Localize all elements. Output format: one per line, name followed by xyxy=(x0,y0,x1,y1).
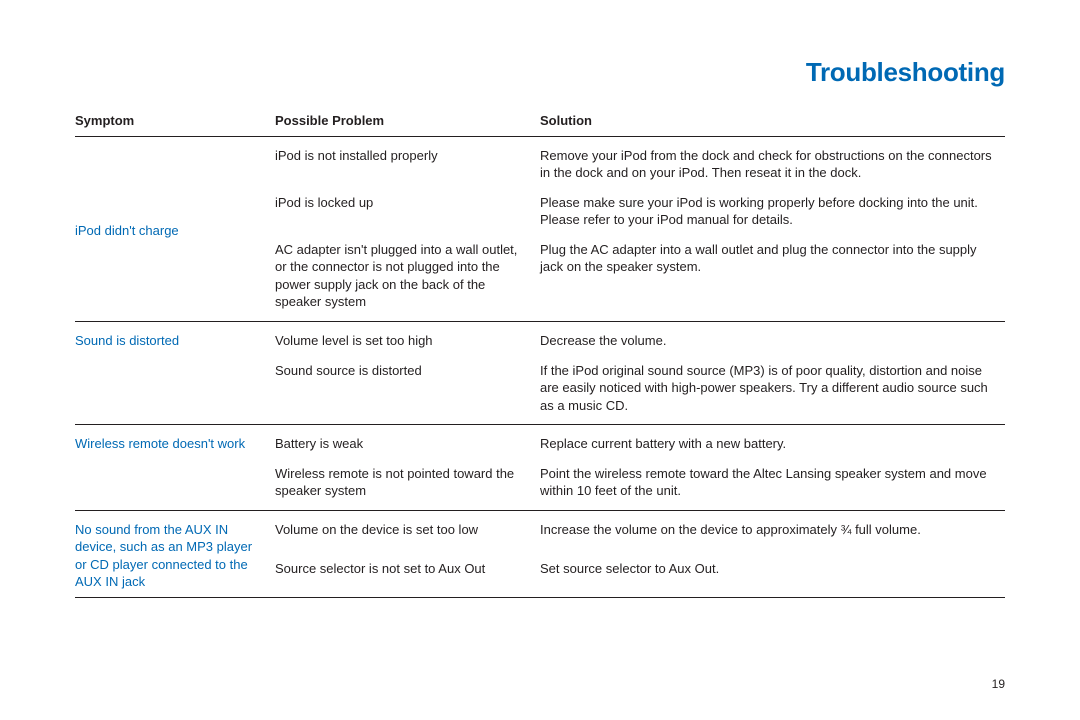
table-row: iPod didn't chargeiPod is not installed … xyxy=(75,136,1005,188)
solution-cell: Please make sure your iPod is working pr… xyxy=(540,188,1005,235)
col-header-solution: Solution xyxy=(540,112,1005,136)
table-row: Sound is distortedVolume level is set to… xyxy=(75,322,1005,356)
table-body: iPod didn't chargeiPod is not installed … xyxy=(75,136,1005,597)
table-row: Wireless remote doesn't workBattery is w… xyxy=(75,425,1005,459)
solution-cell: If the iPod original sound source (MP3) … xyxy=(540,356,1005,425)
solution-cell: Plug the AC adapter into a wall outlet a… xyxy=(540,235,1005,322)
solution-cell: Remove your iPod from the dock and check… xyxy=(540,136,1005,188)
symptom-cell: iPod didn't charge xyxy=(75,136,275,321)
solution-cell: Decrease the volume. xyxy=(540,322,1005,356)
table-row: No sound from the AUX IN device, such as… xyxy=(75,510,1005,554)
symptom-cell: Wireless remote doesn't work xyxy=(75,425,275,511)
solution-cell: Point the wireless remote toward the Alt… xyxy=(540,459,1005,511)
problem-cell: Sound source is distorted xyxy=(275,356,540,425)
problem-cell: Battery is weak xyxy=(275,425,540,459)
solution-cell: Set source selector to Aux Out. xyxy=(540,554,1005,598)
symptom-cell: Sound is distorted xyxy=(75,322,275,425)
problem-cell: AC adapter isn't plugged into a wall out… xyxy=(275,235,540,322)
table-header-row: Symptom Possible Problem Solution xyxy=(75,112,1005,136)
problem-cell: Volume level is set too high xyxy=(275,322,540,356)
problem-cell: Wireless remote is not pointed toward th… xyxy=(275,459,540,511)
problem-cell: iPod is locked up xyxy=(275,188,540,235)
solution-cell: Increase the volume on the device to app… xyxy=(540,510,1005,554)
problem-cell: Source selector is not set to Aux Out xyxy=(275,554,540,598)
troubleshooting-table: Symptom Possible Problem Solution iPod d… xyxy=(75,112,1005,598)
symptom-cell: No sound from the AUX IN device, such as… xyxy=(75,510,275,597)
page-title: Troubleshooting xyxy=(75,55,1005,90)
problem-cell: iPod is not installed properly xyxy=(275,136,540,188)
solution-cell: Replace current battery with a new batte… xyxy=(540,425,1005,459)
page: Troubleshooting Symptom Possible Problem… xyxy=(0,0,1080,720)
problem-cell: Volume on the device is set too low xyxy=(275,510,540,554)
col-header-problem: Possible Problem xyxy=(275,112,540,136)
page-number: 19 xyxy=(992,676,1005,692)
col-header-symptom: Symptom xyxy=(75,112,275,136)
